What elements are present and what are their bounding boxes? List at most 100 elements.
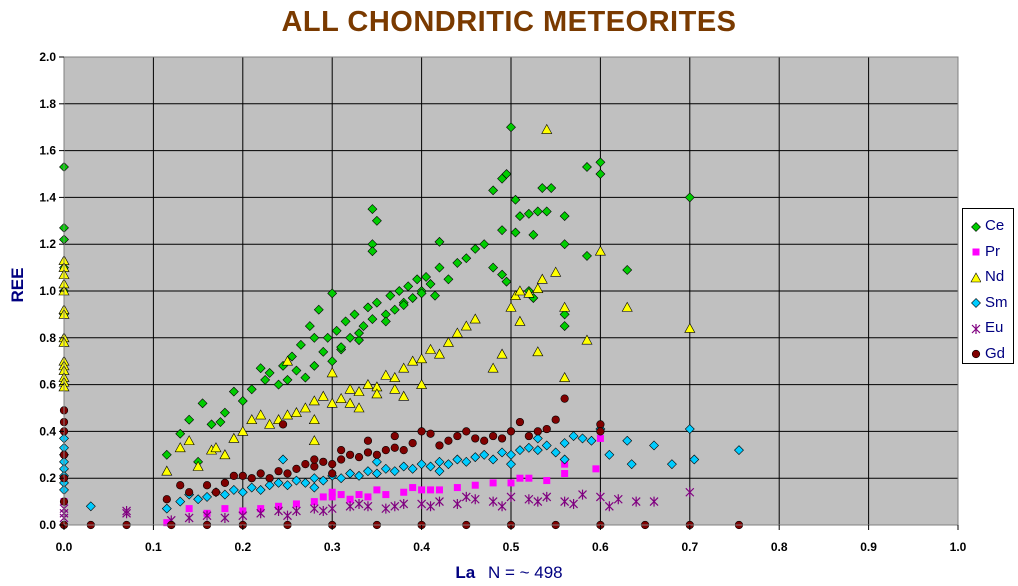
point-gd bbox=[310, 462, 319, 471]
point-pr bbox=[185, 505, 193, 513]
point-ce bbox=[331, 325, 342, 336]
point-gd bbox=[497, 434, 507, 443]
point-gd bbox=[328, 469, 337, 478]
point-sm bbox=[425, 461, 436, 472]
point-ce bbox=[300, 372, 311, 383]
point-eu bbox=[613, 494, 623, 505]
point-nd bbox=[550, 266, 562, 277]
y-tick-label: 1.4 bbox=[39, 190, 56, 204]
point-eu bbox=[309, 503, 319, 514]
point-eu bbox=[560, 496, 570, 507]
point-ce bbox=[497, 225, 507, 236]
point-pr bbox=[328, 488, 336, 496]
point-gd bbox=[426, 429, 435, 438]
point-gd bbox=[453, 431, 462, 441]
point-sm bbox=[389, 466, 400, 477]
point-ce bbox=[595, 157, 606, 168]
point-nd bbox=[326, 367, 338, 378]
point-sm bbox=[291, 475, 302, 486]
point-gd bbox=[444, 436, 453, 445]
point-ce bbox=[327, 356, 338, 367]
point-sm bbox=[318, 475, 329, 486]
point-nd bbox=[532, 283, 544, 293]
point-gd bbox=[524, 431, 533, 441]
series-nd bbox=[58, 123, 696, 476]
point-ce bbox=[488, 185, 499, 196]
point-sm bbox=[488, 454, 499, 465]
legend-marker-nd bbox=[970, 272, 981, 283]
point-ce bbox=[354, 335, 364, 346]
point-ce bbox=[559, 321, 570, 332]
point-sm bbox=[161, 503, 172, 514]
legend-swatch-eu bbox=[971, 323, 981, 334]
point-ce bbox=[318, 346, 329, 357]
point-pr bbox=[525, 474, 533, 482]
point-pr bbox=[507, 479, 515, 487]
x-tick-label: 0.4 bbox=[413, 540, 430, 554]
point-eu bbox=[363, 501, 373, 512]
point-nd bbox=[505, 301, 517, 312]
x-tick-label: 0.0 bbox=[56, 540, 73, 554]
point-pr bbox=[355, 491, 363, 499]
point-ce bbox=[309, 360, 320, 371]
point-gd bbox=[435, 441, 444, 450]
point-nd bbox=[496, 348, 508, 359]
point-gd bbox=[278, 420, 288, 429]
point-ce bbox=[479, 239, 490, 250]
point-sm bbox=[689, 454, 700, 465]
point-ce bbox=[412, 274, 423, 285]
point-nd bbox=[684, 322, 696, 333]
point-gd bbox=[533, 427, 542, 436]
point-pr bbox=[435, 486, 443, 494]
point-eu bbox=[417, 498, 427, 509]
point-sm bbox=[336, 473, 347, 484]
point-sm bbox=[497, 447, 507, 458]
point-nd bbox=[469, 313, 481, 324]
y-tick-label: 1.0 bbox=[39, 284, 56, 298]
point-sm bbox=[407, 463, 418, 474]
point-sm bbox=[568, 431, 579, 442]
point-ce bbox=[215, 417, 226, 427]
point-pr bbox=[471, 481, 479, 489]
legend-label: Gd bbox=[985, 344, 1006, 362]
point-pr bbox=[328, 493, 336, 501]
point-ce bbox=[582, 162, 592, 172]
point-pr bbox=[453, 484, 461, 492]
legend-marker-ce bbox=[971, 221, 981, 232]
point-sm bbox=[734, 445, 744, 456]
point-gd bbox=[489, 431, 498, 441]
point-eu bbox=[274, 505, 283, 516]
point-sm bbox=[461, 456, 472, 467]
point-gd bbox=[354, 453, 364, 462]
point-gd bbox=[462, 427, 471, 436]
point-ce bbox=[313, 304, 324, 315]
point-gd bbox=[220, 478, 230, 487]
point-nd bbox=[353, 402, 365, 413]
y-tick-label: 0.2 bbox=[39, 471, 56, 485]
y-tick-label: 0.0 bbox=[39, 518, 56, 532]
point-ce bbox=[510, 227, 521, 238]
point-ce bbox=[349, 309, 360, 320]
point-ce bbox=[506, 122, 516, 133]
point-eu bbox=[354, 498, 364, 509]
legend-label: Ce bbox=[985, 217, 1005, 235]
point-nd bbox=[210, 442, 222, 453]
point-ce bbox=[532, 206, 543, 217]
y-tick-label: 0.8 bbox=[39, 331, 56, 345]
point-gd bbox=[390, 443, 399, 452]
x-tick-label: 0.2 bbox=[234, 540, 251, 554]
point-gd bbox=[256, 469, 265, 478]
point-ce bbox=[541, 206, 552, 217]
x-tick-label: 0.6 bbox=[592, 540, 609, 554]
legend-marker-sm bbox=[971, 298, 981, 309]
point-nd bbox=[183, 435, 195, 446]
point-sm bbox=[237, 487, 248, 498]
point-gd bbox=[381, 446, 390, 455]
point-nd bbox=[398, 362, 410, 373]
point-sm bbox=[264, 480, 275, 491]
legend-item-nd: Nd bbox=[963, 264, 1013, 290]
point-ce bbox=[237, 396, 248, 406]
point-eu bbox=[470, 494, 480, 505]
point-ce bbox=[354, 328, 364, 339]
point-sm bbox=[282, 480, 293, 491]
